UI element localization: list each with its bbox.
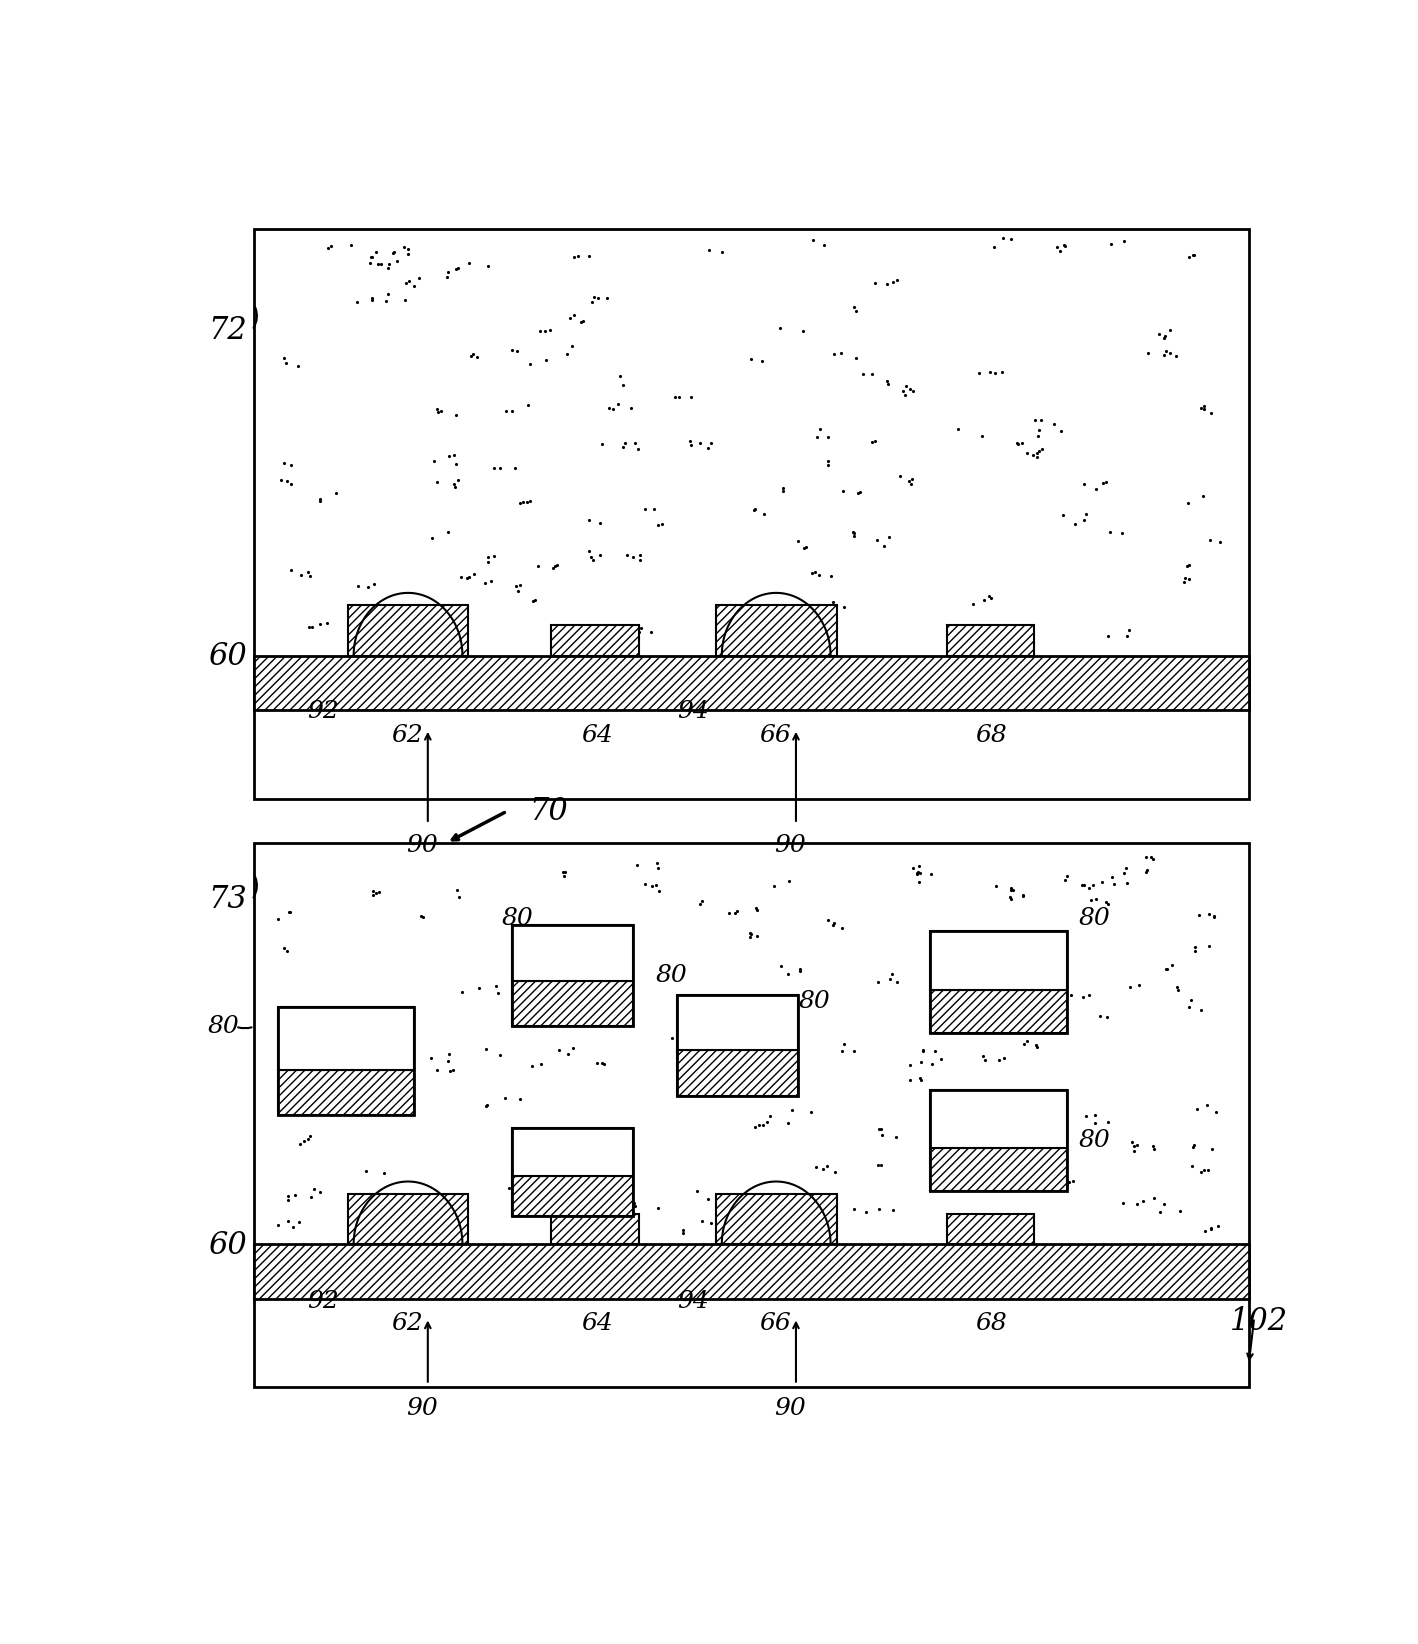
Text: 102: 102 bbox=[1229, 1305, 1288, 1337]
Bar bbox=[678, 995, 798, 1097]
Text: 62: 62 bbox=[391, 1312, 424, 1335]
Bar bbox=[550, 625, 638, 656]
Bar bbox=[678, 1051, 798, 1097]
Bar bbox=[930, 932, 1068, 1032]
Bar bbox=[550, 1213, 638, 1245]
Text: 68: 68 bbox=[976, 723, 1007, 746]
Bar bbox=[278, 1008, 414, 1070]
Text: 80: 80 bbox=[208, 1014, 240, 1037]
Text: 94: 94 bbox=[678, 1289, 709, 1312]
Text: 66: 66 bbox=[760, 723, 791, 746]
Bar bbox=[512, 981, 634, 1026]
Text: 66: 66 bbox=[760, 1312, 791, 1335]
Bar bbox=[512, 926, 634, 1026]
Bar bbox=[254, 1245, 1249, 1299]
Text: 92: 92 bbox=[306, 700, 339, 723]
Text: 64: 64 bbox=[581, 1312, 614, 1335]
Text: 60: 60 bbox=[208, 1230, 247, 1261]
Bar bbox=[947, 625, 1035, 656]
Text: 70: 70 bbox=[529, 796, 567, 827]
Bar bbox=[254, 656, 1249, 710]
Bar bbox=[254, 843, 1249, 1388]
Bar bbox=[347, 605, 468, 656]
Text: 90: 90 bbox=[774, 1397, 805, 1420]
Text: 62: 62 bbox=[391, 723, 424, 746]
Text: 80: 80 bbox=[1079, 907, 1110, 931]
Bar bbox=[512, 1177, 634, 1217]
Text: 80: 80 bbox=[655, 965, 688, 988]
Bar bbox=[930, 1149, 1068, 1190]
Text: 60: 60 bbox=[208, 641, 247, 672]
Bar bbox=[278, 1070, 414, 1115]
Text: 80: 80 bbox=[798, 990, 830, 1013]
Bar bbox=[512, 1128, 634, 1217]
Text: 68: 68 bbox=[976, 1312, 1007, 1335]
Text: 90: 90 bbox=[774, 834, 805, 857]
Bar bbox=[512, 926, 634, 981]
Text: 92: 92 bbox=[306, 1289, 339, 1312]
Text: 80: 80 bbox=[502, 907, 533, 931]
Bar bbox=[716, 1194, 837, 1245]
Text: 94: 94 bbox=[678, 700, 709, 723]
Bar bbox=[930, 932, 1068, 990]
Bar bbox=[278, 1008, 414, 1115]
Text: 64: 64 bbox=[581, 723, 614, 746]
Text: 80: 80 bbox=[1079, 1129, 1110, 1152]
Bar bbox=[930, 1090, 1068, 1190]
Bar bbox=[947, 1213, 1035, 1245]
Bar bbox=[716, 605, 837, 656]
Bar bbox=[254, 229, 1249, 799]
Text: 90: 90 bbox=[406, 834, 438, 857]
Bar bbox=[930, 990, 1068, 1032]
Bar bbox=[930, 1090, 1068, 1149]
Text: 73: 73 bbox=[208, 884, 247, 916]
Bar bbox=[512, 1128, 634, 1177]
Text: 90: 90 bbox=[406, 1397, 438, 1420]
Bar bbox=[347, 1194, 468, 1245]
Bar bbox=[678, 995, 798, 1051]
Text: 72: 72 bbox=[208, 314, 247, 345]
